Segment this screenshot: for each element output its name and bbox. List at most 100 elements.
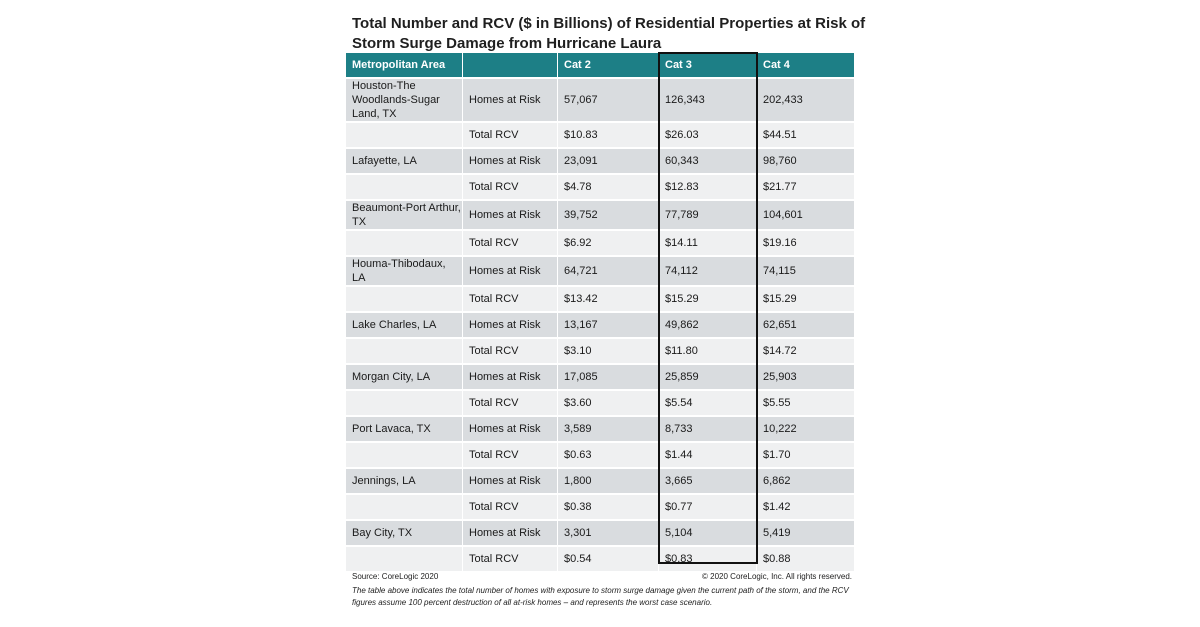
table-row: Bay City, TX Homes at Risk 3,301 5,104 5,419 — [346, 519, 854, 545]
cell-area: Jennings, LA — [346, 467, 463, 493]
cell-cat4: 202,433 — [757, 77, 854, 121]
cell-metric: Homes at Risk — [463, 255, 558, 285]
cell-area: Lafayette, LA — [346, 147, 463, 173]
cell-cat3: 25,859 — [659, 363, 757, 389]
cell-cat3: $12.83 — [659, 173, 757, 199]
cell-cat3: $11.80 — [659, 337, 757, 363]
cell-cat4: $21.77 — [757, 173, 854, 199]
cell-cat2: 1,800 — [558, 467, 659, 493]
cell-area — [346, 337, 463, 363]
table-body: Houston-The Woodlands-Sugar Land, TX Home… — [346, 77, 854, 571]
cell-metric: Total RCV — [463, 545, 558, 571]
header-metro-area: Metropolitan Area — [346, 53, 463, 77]
cell-cat3: $26.03 — [659, 121, 757, 147]
cell-area — [346, 229, 463, 255]
table-row: Houston-The Woodlands-Sugar Land, TX Home… — [346, 77, 854, 121]
cell-cat3: $0.83 — [659, 545, 757, 571]
cell-cat3: $5.54 — [659, 389, 757, 415]
table-row: Total RCV $3.10 $11.80 $14.72 — [346, 337, 854, 363]
cell-metric: Homes at Risk — [463, 199, 558, 229]
cell-metric: Total RCV — [463, 389, 558, 415]
cell-cat3: 5,104 — [659, 519, 757, 545]
cell-cat2: 3,301 — [558, 519, 659, 545]
cell-cat2: $3.60 — [558, 389, 659, 415]
cell-area: Bay City, TX — [346, 519, 463, 545]
cell-area: Houston-The Woodlands-Sugar Land, TX — [346, 77, 463, 121]
cell-cat2: $0.38 — [558, 493, 659, 519]
cell-cat4: $44.51 — [757, 121, 854, 147]
cell-cat2: 39,752 — [558, 199, 659, 229]
table-row: Total RCV $13.42 $15.29 $15.29 — [346, 285, 854, 311]
cell-area: Lake Charles, LA — [346, 311, 463, 337]
table-row: Beaumont-Port Arthur, TX Homes at Risk 39,… — [346, 199, 854, 229]
table-row: Jennings, LA Homes at Risk 1,800 3,665 6,862 — [346, 467, 854, 493]
cell-area — [346, 173, 463, 199]
cell-cat4: 104,601 — [757, 199, 854, 229]
table-row: Total RCV $0.38 $0.77 $1.42 — [346, 493, 854, 519]
cell-cat3: 74,112 — [659, 255, 757, 285]
cell-area — [346, 493, 463, 519]
cell-metric: Homes at Risk — [463, 415, 558, 441]
cell-cat2: 57,067 — [558, 77, 659, 121]
cell-cat3: 126,343 — [659, 77, 757, 121]
table-row: Morgan City, LA Homes at Risk 17,085 25,859… — [346, 363, 854, 389]
cell-cat2: $10.83 — [558, 121, 659, 147]
cell-cat4: $0.88 — [757, 545, 854, 571]
table-row: Total RCV $0.54 $0.83 $0.88 — [346, 545, 854, 571]
cell-cat4: $1.70 — [757, 441, 854, 467]
header-cat2: Cat 2 — [558, 53, 659, 77]
table-row: Total RCV $6.92 $14.11 $19.16 — [346, 229, 854, 255]
cell-cat3: $1.44 — [659, 441, 757, 467]
cell-metric: Homes at Risk — [463, 363, 558, 389]
cell-cat4: 98,760 — [757, 147, 854, 173]
chart-title: Total Number and RCV ($ in Billions) of … — [352, 15, 866, 52]
cell-cat3: 8,733 — [659, 415, 757, 441]
header-cat4: Cat 4 — [757, 53, 854, 77]
cell-metric: Total RCV — [463, 285, 558, 311]
cell-cat4: 74,115 — [757, 255, 854, 285]
cell-cat2: $6.92 — [558, 229, 659, 255]
cell-metric: Homes at Risk — [463, 147, 558, 173]
cell-area — [346, 389, 463, 415]
cell-cat3: 3,665 — [659, 467, 757, 493]
cell-cat2: $3.10 — [558, 337, 659, 363]
cell-metric: Total RCV — [463, 173, 558, 199]
cell-area: Port Lavaca, TX — [346, 415, 463, 441]
table-footnote: The table above indicates the total numb… — [352, 586, 849, 607]
cell-cat3: $0.77 — [659, 493, 757, 519]
cell-area: Morgan City, LA — [346, 363, 463, 389]
cell-area — [346, 285, 463, 311]
cell-cat4: 6,862 — [757, 467, 854, 493]
cell-cat2: 13,167 — [558, 311, 659, 337]
table-row: Lafayette, LA Homes at Risk 23,091 60,343 98… — [346, 147, 854, 173]
header-cat3: Cat 3 — [659, 53, 757, 77]
cell-area — [346, 121, 463, 147]
table-row: Total RCV $4.78 $12.83 $21.77 — [346, 173, 854, 199]
cell-cat2: 17,085 — [558, 363, 659, 389]
table-header-row: Metropolitan Area Cat 2 Cat 3 Cat 4 — [346, 53, 854, 77]
cell-cat2: 3,589 — [558, 415, 659, 441]
table-row: Lake Charles, LA Homes at Risk 13,167 49,86… — [346, 311, 854, 337]
cell-metric: Homes at Risk — [463, 519, 558, 545]
cell-cat3: 77,789 — [659, 199, 757, 229]
cell-area — [346, 545, 463, 571]
source-note: Source: CoreLogic 2020 — [352, 572, 439, 581]
cell-cat4: $15.29 — [757, 285, 854, 311]
risk-table: Metropolitan Area Cat 2 Cat 3 Cat 4 Hous… — [346, 53, 854, 571]
cell-cat3: 49,862 — [659, 311, 757, 337]
cell-metric: Homes at Risk — [463, 311, 558, 337]
cell-cat2: 64,721 — [558, 255, 659, 285]
copyright-note: © 2020 CoreLogic, Inc. All rights reserv… — [702, 572, 852, 581]
cell-cat4: 25,903 — [757, 363, 854, 389]
cell-metric: Total RCV — [463, 337, 558, 363]
cell-cat3: $15.29 — [659, 285, 757, 311]
cell-metric: Total RCV — [463, 229, 558, 255]
cell-cat2: $0.63 — [558, 441, 659, 467]
cell-cat2: $0.54 — [558, 545, 659, 571]
cell-metric: Total RCV — [463, 121, 558, 147]
table-row: Port Lavaca, TX Homes at Risk 3,589 8,733 10… — [346, 415, 854, 441]
table-row: Houma-Thibodaux, LA Homes at Risk 64,721 74… — [346, 255, 854, 285]
table-row: Total RCV $0.63 $1.44 $1.70 — [346, 441, 854, 467]
cell-cat4: $14.72 — [757, 337, 854, 363]
cell-metric: Total RCV — [463, 441, 558, 467]
